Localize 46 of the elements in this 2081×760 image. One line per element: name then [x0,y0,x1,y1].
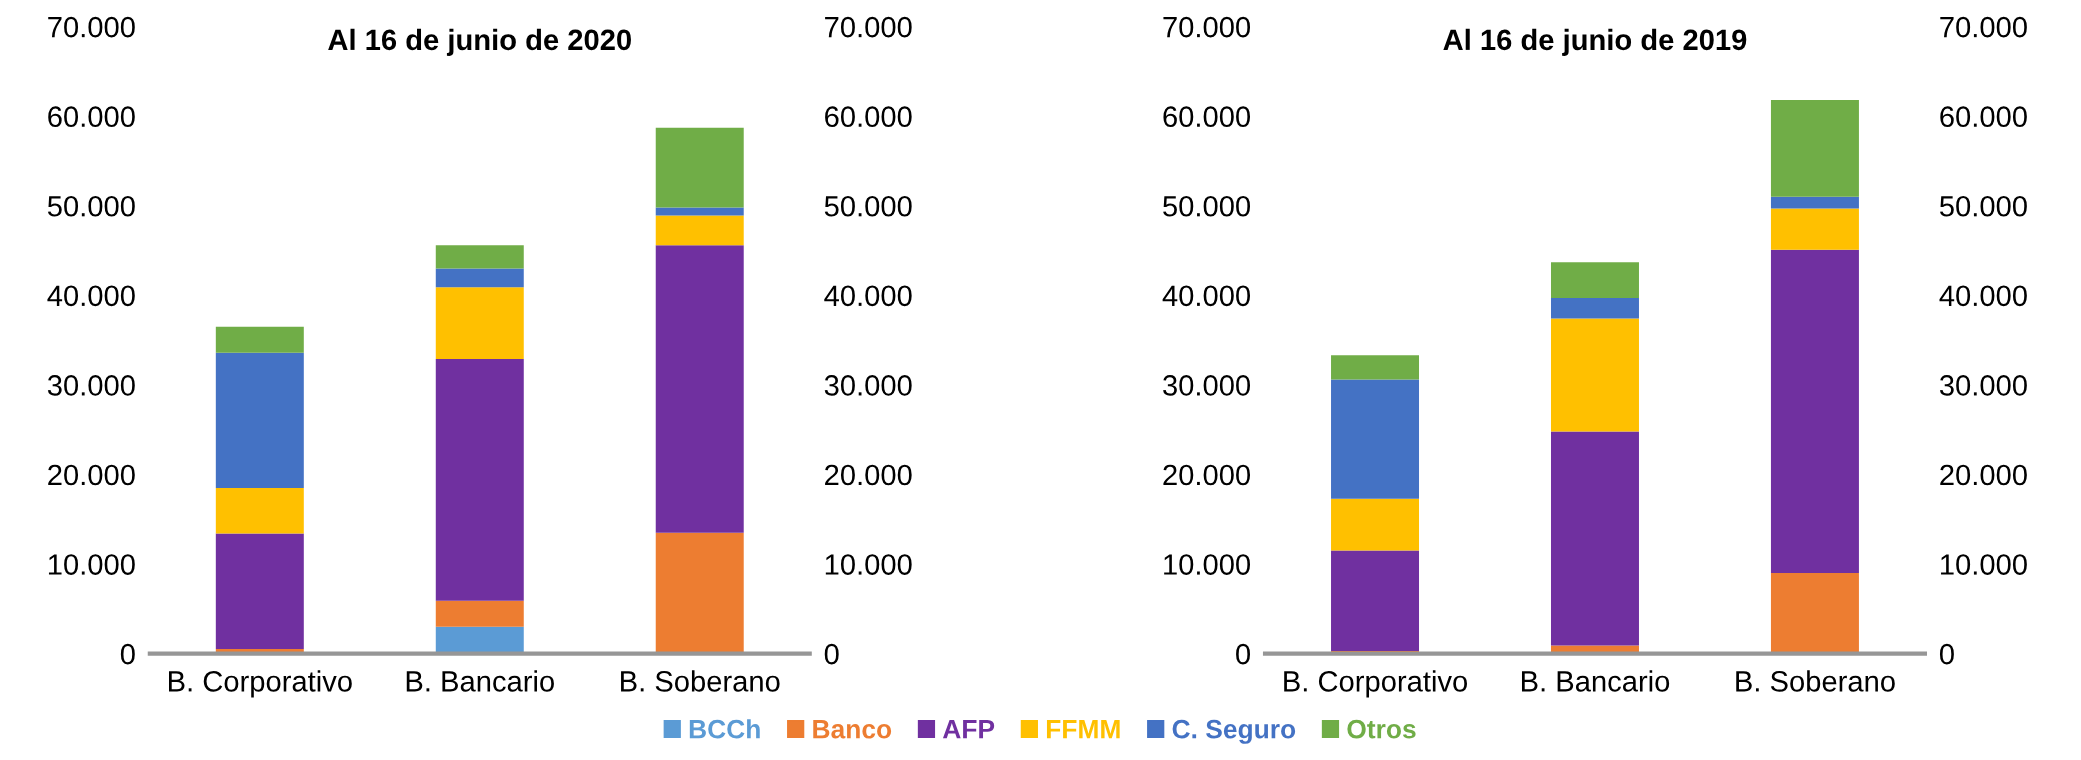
y-tick-label: 0 [1939,643,1954,665]
y2-tick-label: 40.000 [1162,285,1251,307]
y-tick-label: 70.000 [48,16,135,38]
y-tick-label: 40.000 [47,285,135,307]
y-tick-label: 30.000 [1939,375,2027,396]
legend-label: AFP [942,720,995,739]
y2-tick-label: 70.000 [825,16,912,38]
y-tick-label: 20.000 [48,464,135,486]
chart-title: Al 16 de junio de 2019 [1443,28,1747,56]
y2-tick-label: 50.000 [1163,195,1251,217]
y2-tick-label: 10.000 [1164,554,1251,575]
y2-tick-label: 0 [824,643,839,665]
x-tick-label: B. Bancario [1521,670,1670,692]
legend-label: Otros [1347,719,1416,739]
legend-label: FFMM [1046,720,1120,739]
y-tick-label: 70.000 [1940,16,2027,38]
y-tick-label: 10.000 [1941,554,2027,575]
legend-label: C. Seguro [1172,719,1296,744]
y2-tick-label: 30.000 [1163,375,1251,396]
y2-tick-label: 10.000 [825,554,912,575]
y-tick-label: 50.000 [1939,195,2027,217]
y2-tick-label: 60.000 [1163,106,1251,128]
x-tick-label: B. Bancario [406,670,554,692]
y2-tick-label: 70.000 [1163,16,1251,38]
y2-tick-label: 20.000 [825,464,912,486]
y2-tick-label: 20.000 [1163,464,1251,486]
x-tick-label: B. Corporativo [169,670,352,698]
x-tick-label: B. Soberano [621,670,780,692]
y-tick-label: 60.000 [48,106,135,128]
y2-tick-label: 40.000 [824,285,912,307]
y-tick-label: 40.000 [1939,285,2027,307]
y-tick-label: 20.000 [1940,464,2027,486]
x-tick-label: B. Corporativo [1284,670,1468,698]
x-tick-label: B. Soberano [1736,670,1895,692]
y2-tick-label: 50.000 [824,195,912,217]
y2-tick-label: 0 [1236,643,1251,665]
y-tick-label: 0 [120,643,135,665]
y-tick-label: 60.000 [1940,106,2027,128]
y2-tick-label: 60.000 [825,106,912,128]
legend-label: BCCh [689,719,760,739]
y2-tick-label: 30.000 [824,375,912,396]
legend-label: Banco [813,720,892,739]
y-tick-label: 50.000 [47,195,135,217]
y-tick-label: 30.000 [47,375,135,396]
y-tick-label: 10.000 [48,554,135,575]
chart-title: Al 16 de junio de 2020 [328,28,631,56]
